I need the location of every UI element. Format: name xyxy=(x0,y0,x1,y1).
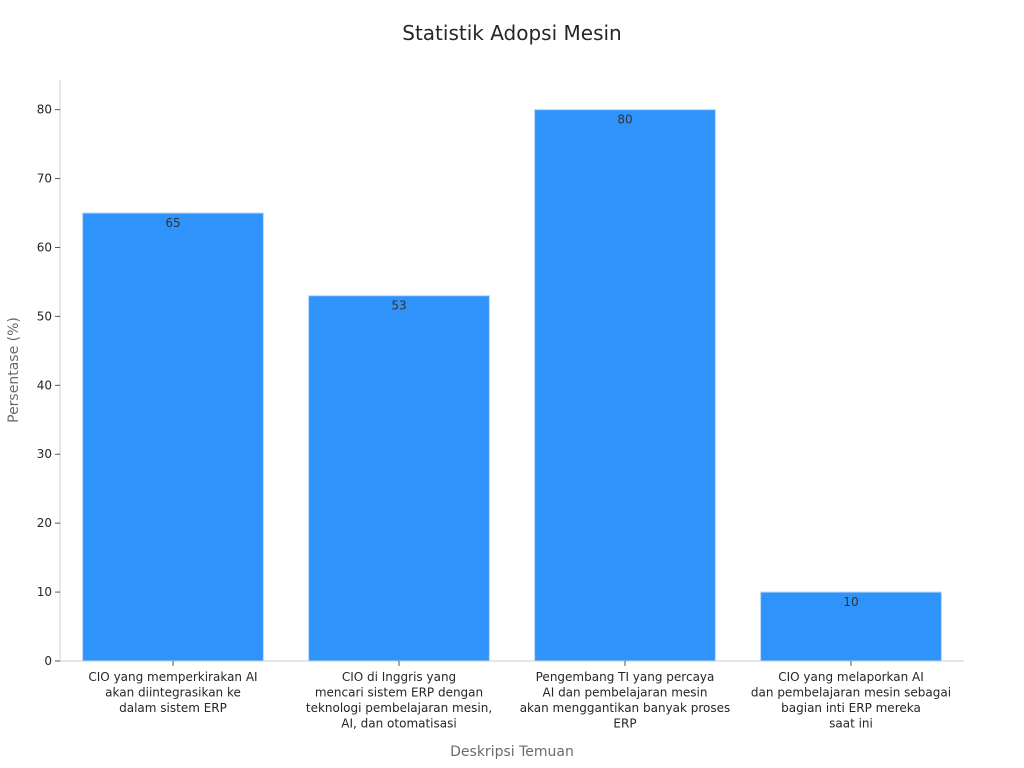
x-tick-label: CIO yang melaporkan AI dan pembelajaran m… xyxy=(751,670,951,731)
y-axis: 0 10 20 30 40 50 60 70 80 xyxy=(37,80,61,668)
bar-value-label: 10 xyxy=(843,595,858,609)
bar-value-label: 65 xyxy=(165,216,180,230)
x-axis: CIO yang memperkirakan AI akan diintegras… xyxy=(60,660,964,731)
y-tick-label: 20 xyxy=(37,516,52,530)
y-tick-label: 10 xyxy=(37,585,52,599)
y-tick-label: 70 xyxy=(37,172,52,186)
bar xyxy=(82,212,264,662)
y-axis-label: Persentase (%) xyxy=(6,317,22,423)
bar xyxy=(760,591,942,662)
bar-value-label: 80 xyxy=(617,113,632,127)
x-tick-label: CIO yang memperkirakan AI akan diintegras… xyxy=(88,670,257,715)
y-tick-label: 30 xyxy=(37,447,52,461)
chart-title: Statistik Adopsi Mesin xyxy=(402,21,621,45)
x-axis-label: Deskripsi Temuan xyxy=(450,744,574,760)
x-tick-label: Pengembang TI yang percaya AI dan pembela… xyxy=(520,670,731,731)
y-tick-label: 0 xyxy=(44,654,52,668)
y-tick-label: 80 xyxy=(37,103,52,117)
bars: 65 53 80 10 xyxy=(82,109,942,662)
bar-value-label: 53 xyxy=(391,299,406,313)
bar xyxy=(308,295,490,662)
y-tick-label: 60 xyxy=(37,240,52,254)
bar xyxy=(534,109,716,662)
y-tick-label: 50 xyxy=(37,309,52,323)
x-tick-label: CIO di Inggris yang mencari sistem ERP de… xyxy=(306,670,492,731)
y-tick-label: 40 xyxy=(37,378,52,392)
